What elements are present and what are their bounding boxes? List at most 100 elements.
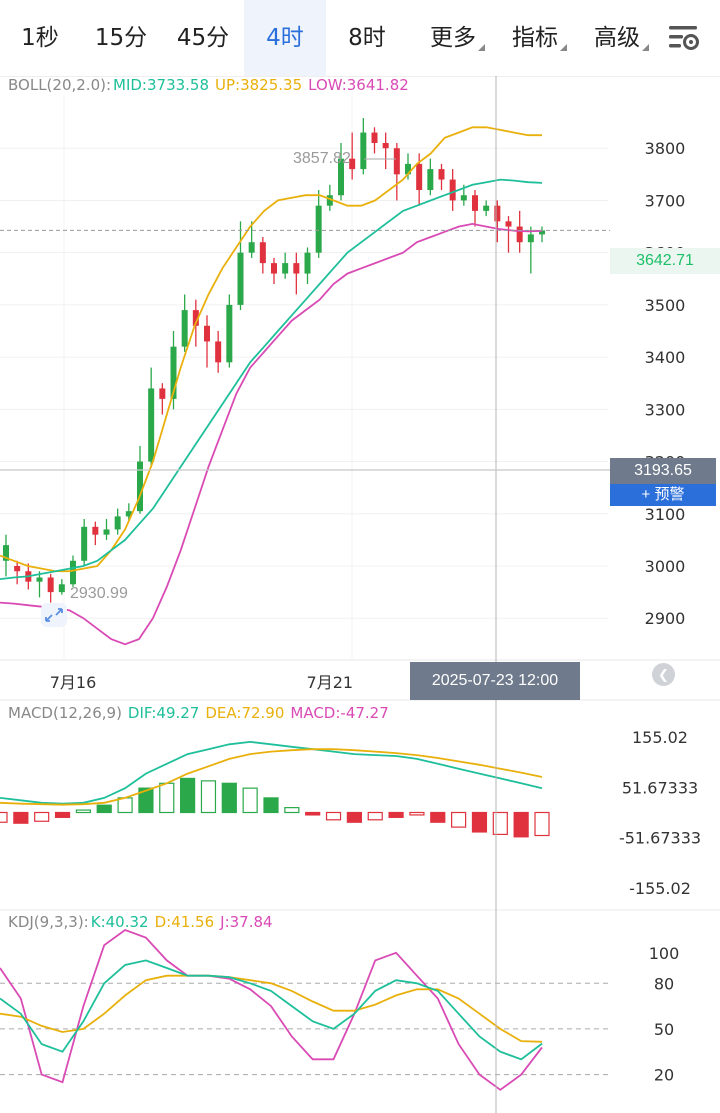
last-price-label: 3642.71 — [610, 248, 720, 274]
candle-body — [527, 234, 534, 243]
candle-body — [215, 341, 222, 363]
candle-body — [293, 263, 300, 274]
boll-low-value: LOW:3641.82 — [308, 76, 409, 94]
time-tick-label: 7月16 — [50, 673, 97, 692]
candle-body — [472, 195, 478, 211]
macd-histogram-bar — [388, 811, 404, 818]
candle-body — [70, 560, 76, 585]
high-price-annotation: 3857.82 — [293, 150, 351, 167]
candle-body — [516, 226, 523, 243]
candle-body — [494, 205, 501, 222]
candle-body — [304, 252, 311, 274]
tab-1s[interactable]: 1秒 — [21, 25, 59, 51]
tab-4h[interactable]: 4时 — [244, 0, 326, 76]
price-tick-label: 3000 — [645, 557, 686, 576]
kdj-legend: KDJ(9,3,3): K:40.32 D:41.56 J:37.84 — [8, 913, 279, 931]
kdj-d-value: D:41.56 — [154, 913, 215, 931]
tab-15m[interactable]: 15分 — [94, 25, 148, 51]
kdj-tick-label: 20 — [654, 1066, 674, 1085]
candle-body — [137, 461, 143, 512]
boll-mid-value: MID:3733.58 — [113, 76, 210, 94]
expand-icon[interactable] — [40, 602, 68, 628]
candle-body — [505, 221, 512, 227]
collapse-button[interactable]: ❮ — [652, 663, 675, 686]
macd-dif-value: DIF:49.27 — [127, 704, 200, 722]
macd-tick-label: -51.67333 — [619, 829, 701, 848]
tab-more[interactable]: 更多 — [430, 25, 476, 51]
candle-body — [125, 511, 132, 517]
macd-dea-value: DEA:72.90 — [205, 704, 285, 722]
kdj-j-value: J:37.84 — [220, 913, 273, 931]
boll-up-value: UP:3825.35 — [215, 76, 303, 94]
macd-macd-value: MACD:-47.27 — [290, 704, 389, 722]
tab-indicators[interactable]: 指标 — [512, 25, 558, 51]
macd-histogram-bar — [75, 809, 91, 814]
candle-body — [248, 242, 255, 253]
candle-body — [326, 195, 333, 206]
candle-body — [282, 263, 289, 274]
candle-body — [226, 304, 233, 363]
price-tick-label: 3800 — [645, 139, 686, 158]
candle-body — [103, 529, 110, 535]
candle-body — [483, 205, 490, 211]
candle-body — [405, 163, 411, 175]
tab-45m[interactable]: 45分 — [176, 25, 230, 51]
macd-histogram-bar — [200, 780, 217, 814]
time-tick-label: 7月21 — [307, 673, 354, 692]
candle-body — [58, 584, 65, 593]
timeframe-tab-bar: 1秒 15分 45分 4时 8时 更多 指标 高级 — [0, 0, 720, 77]
macd-histogram-bar — [159, 782, 175, 814]
macd-histogram-bar — [138, 787, 154, 814]
macd-histogram-bar — [492, 811, 508, 836]
candle-body — [449, 179, 456, 201]
candle-body — [271, 263, 277, 274]
boll-up-line — [0, 126, 542, 573]
kdj-pane: 100 80 50 20 — [0, 928, 680, 1091]
candle-body — [81, 526, 88, 561]
kdj-tick-label: 50 — [654, 1020, 674, 1039]
candle-body — [14, 566, 21, 572]
macd-histogram-bar — [117, 797, 133, 814]
macd-histogram-bar — [471, 811, 488, 833]
candle-body — [539, 230, 545, 235]
kdj-k-line — [0, 959, 543, 1061]
price-tick-label: 3400 — [645, 348, 686, 367]
candle-body — [3, 545, 9, 561]
tab-8h[interactable]: 8时 — [348, 25, 386, 51]
macd-pane: 155.02 51.67333 -51.67333 -155.02 — [0, 728, 701, 898]
macd-histogram-bar — [451, 811, 467, 828]
macd-tick-label: 51.67333 — [622, 778, 698, 797]
macd-legend: MACD(12,26,9) DIF:49.27 DEA:72.90 MACD:-47.… — [8, 704, 395, 722]
indicators-dropdown-icon — [560, 44, 567, 51]
macd-histogram-bar — [284, 807, 300, 814]
macd-histogram-bar — [0, 811, 8, 823]
candle-body — [438, 169, 445, 180]
candle-body — [204, 325, 210, 342]
macd-dif-line — [0, 740, 543, 805]
candle-body — [114, 516, 121, 530]
price-pane: 3800370036003500340033003200310030002900… — [0, 118, 685, 692]
macd-tick-label: 155.02 — [632, 728, 688, 747]
candle-body — [460, 195, 467, 201]
candle-body — [192, 310, 199, 326]
candle-body — [338, 158, 344, 196]
advanced-dropdown-icon — [642, 44, 649, 51]
candle-body — [349, 158, 356, 170]
candle-body — [371, 132, 378, 143]
macd-histogram-bar — [263, 797, 279, 814]
macd-histogram-bar — [180, 777, 196, 814]
price-tick-label: 3100 — [645, 505, 686, 524]
kdj-tick-label: 100 — [649, 944, 680, 963]
macd-histogram-bar — [54, 811, 71, 818]
chart-settings-icon[interactable] — [668, 24, 702, 52]
tab-advanced[interactable]: 高级 — [594, 25, 640, 51]
price-alert-button[interactable]: + 预警 — [610, 484, 716, 506]
candle-body — [315, 205, 322, 253]
candle-body — [259, 242, 266, 264]
boll-low-line — [0, 222, 543, 646]
macd-histogram-bar — [96, 804, 112, 814]
boll-legend: BOLL(20,2.0): MID:3733.58 UP:3825.35 LOW:36… — [8, 76, 415, 94]
price-tick-label: 3700 — [645, 191, 686, 210]
macd-histogram-bar — [513, 811, 529, 838]
